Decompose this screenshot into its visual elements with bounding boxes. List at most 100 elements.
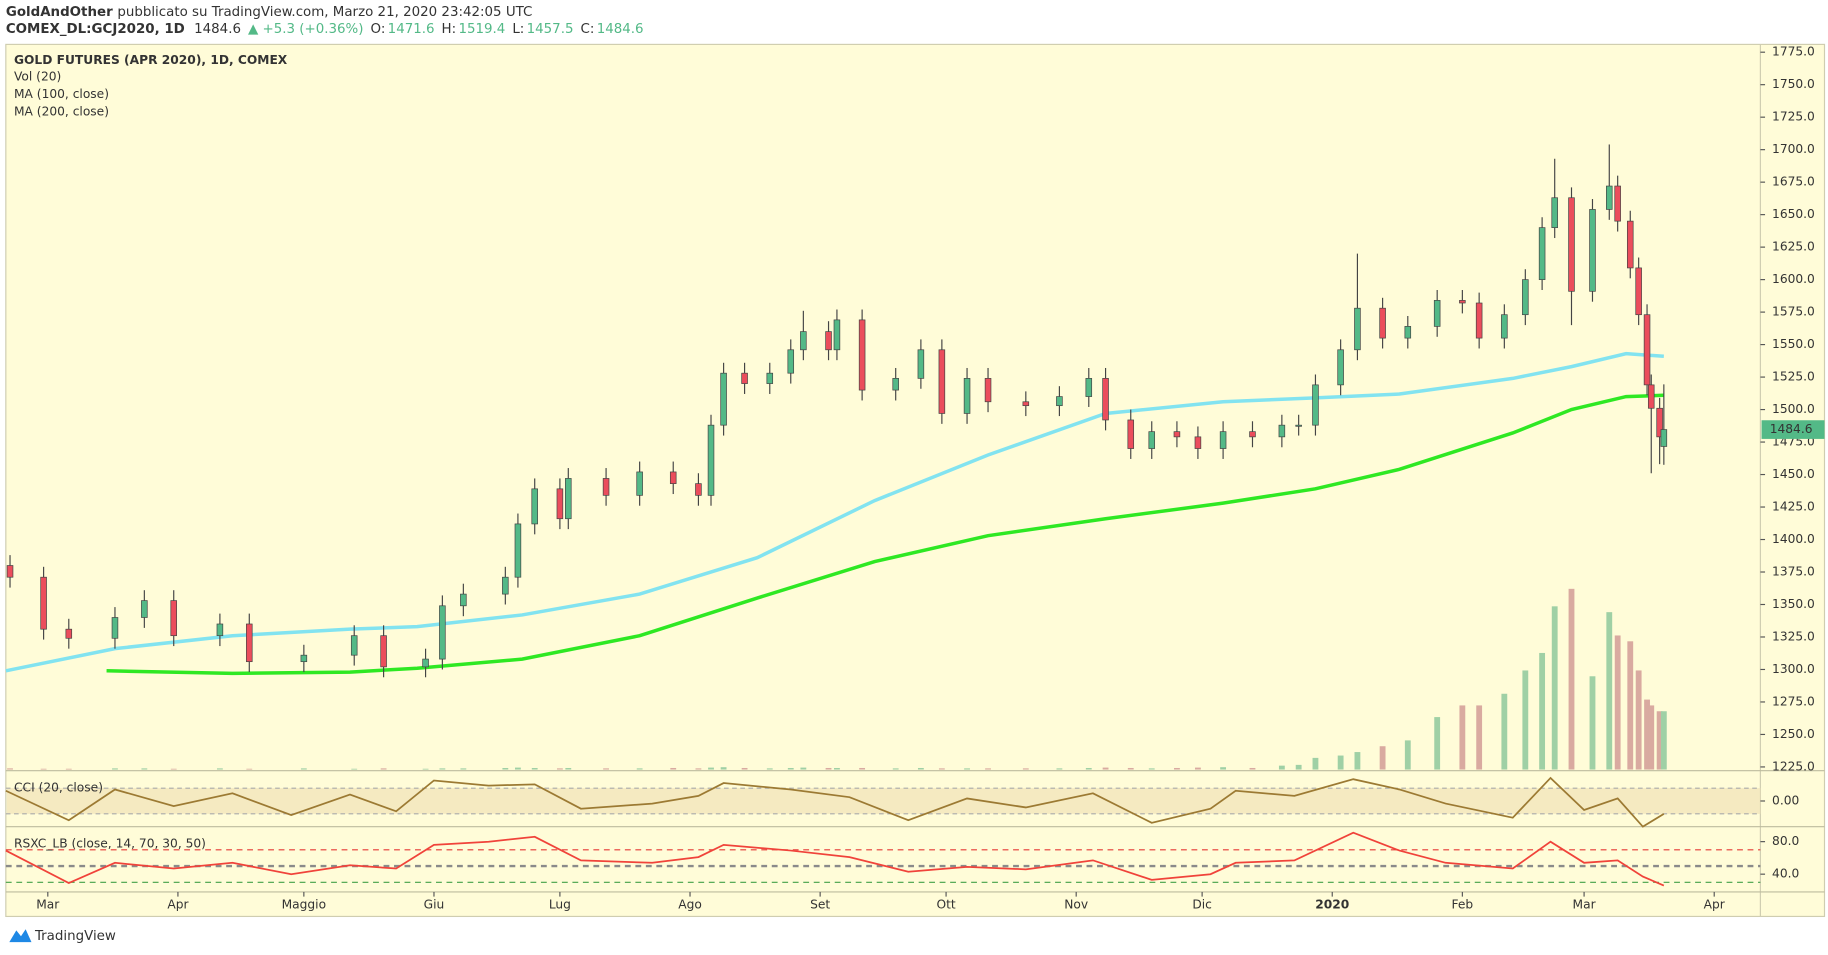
volume-bar [1379, 746, 1386, 770]
volume-bar [1476, 705, 1483, 770]
x-tick-label: Dic [1192, 897, 1212, 911]
y-tick-label: 1500.0 [1772, 402, 1815, 416]
y-tick-label: 1275.0 [1772, 694, 1815, 708]
candle-body [1295, 424, 1302, 427]
candle-body [1656, 407, 1663, 438]
candle-body [1219, 431, 1227, 449]
ohlc-value: 1471.6 [388, 22, 435, 37]
volume-bar [787, 767, 794, 770]
candle-body [1475, 302, 1483, 339]
ohlc-value: 1519.4 [458, 22, 505, 37]
published: pubblicato su TradingView.com, Marzo 21,… [117, 5, 532, 20]
volume-bar [112, 768, 118, 770]
volume-bar [439, 768, 446, 770]
logo [9, 929, 32, 943]
volume-bar [670, 767, 677, 770]
candle-body [766, 372, 774, 384]
volume-bar [636, 768, 643, 770]
candle-body [141, 600, 148, 618]
ohlc-label: C: [580, 22, 594, 37]
volume-bar [65, 768, 72, 770]
candle-body [1249, 431, 1256, 438]
candle-body [1022, 401, 1030, 407]
candle-body [1056, 396, 1063, 407]
candle-body [1173, 431, 1181, 438]
y-tick-label: 1250.0 [1772, 727, 1815, 741]
y-tick-label: 0.00 [1772, 793, 1799, 807]
volume-bar [1614, 635, 1621, 770]
volume-bar [800, 767, 807, 770]
ohlc-label: O: [371, 22, 386, 37]
volume-bar [1539, 652, 1546, 770]
volume-bar [917, 767, 924, 770]
candle-body [917, 349, 925, 379]
volume-bar [556, 768, 563, 770]
candle-body [695, 483, 702, 496]
legend-entry: MA (100, close) [14, 87, 109, 101]
volume-bar [460, 768, 467, 770]
candle-body [1635, 267, 1642, 316]
candle-body [531, 488, 538, 525]
candle-body [800, 331, 807, 351]
volume-bar [246, 768, 253, 770]
volume-bar [40, 768, 47, 770]
candle-body [1404, 326, 1412, 339]
chart-frame [5, 43, 1826, 918]
volume-bar [1195, 767, 1201, 770]
y-tick-label: 1775.0 [1772, 45, 1815, 59]
candle-body [380, 635, 387, 668]
candle-body [246, 623, 253, 663]
candle-body [1194, 436, 1202, 449]
chart-title: GOLD FUTURES (APR 2020), 1D, COMEX [14, 53, 288, 67]
candle-body [1379, 307, 1386, 339]
indicator-line [5, 776, 1665, 828]
candle-body [669, 471, 677, 484]
y-tick-label: 1525.0 [1772, 370, 1815, 384]
volume-bar [1656, 711, 1663, 770]
volume-bar [1354, 752, 1361, 770]
panel-title: RSXC_LB (close, 14, 70, 30, 50) [14, 837, 206, 851]
volume-bar [741, 767, 748, 770]
candle-body [1606, 185, 1613, 210]
candle-body [1626, 220, 1634, 269]
volume-bar [1278, 765, 1285, 770]
volume-bar [985, 768, 991, 770]
volume-bar [1337, 755, 1344, 770]
candle-body [514, 523, 522, 578]
candle-body [787, 349, 795, 374]
volume-bar [603, 768, 609, 770]
volume-bar [380, 768, 387, 770]
candle-body [216, 623, 224, 637]
ohlc-label: L: [512, 22, 524, 37]
candle-body [40, 576, 47, 630]
volume-bar [1644, 699, 1650, 770]
volume-bar [1022, 768, 1029, 770]
y-tick-label: 1550.0 [1772, 337, 1815, 351]
x-tick-label: Ott [936, 897, 955, 911]
candle-body [892, 378, 899, 391]
candle-body [1127, 419, 1135, 449]
volume-bar [1085, 767, 1092, 770]
candle-body [565, 478, 572, 520]
y-tick-label: 1325.0 [1772, 629, 1815, 643]
volume-bar [708, 767, 714, 770]
y-tick-label: 1400.0 [1772, 532, 1815, 546]
x-tick-label: Maggio [282, 897, 326, 911]
volume-bar [170, 768, 177, 770]
candle-body [1102, 378, 1109, 421]
x-tick-label: 2020 [1315, 897, 1349, 911]
volume-bar [1568, 588, 1575, 770]
volume-bar [1312, 757, 1319, 770]
x-tick-label: Lug [549, 897, 571, 911]
candle-body [720, 372, 727, 426]
y-tick-label: 1425.0 [1772, 500, 1815, 514]
candle-body [502, 576, 509, 595]
y-tick-label: 1700.0 [1772, 142, 1815, 156]
logo-icon [9, 929, 32, 943]
candle-body [1589, 209, 1596, 292]
y-tick-label: 1375.0 [1772, 565, 1815, 579]
volume-bar [1249, 767, 1256, 770]
candle-body [170, 600, 177, 637]
candle-body [1354, 307, 1361, 351]
